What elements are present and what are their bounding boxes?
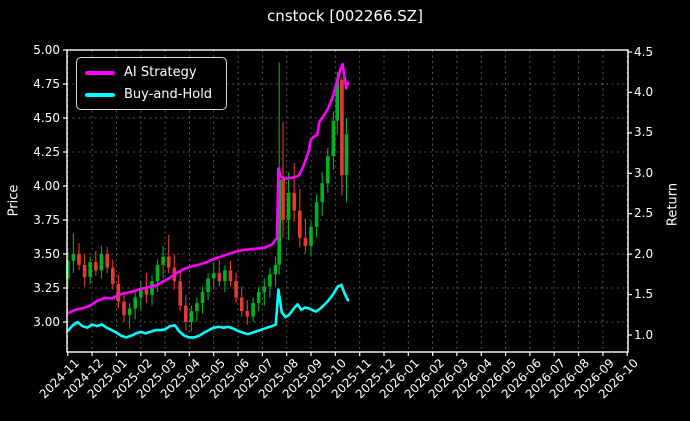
price-tick-label: 3.00: [33, 314, 60, 329]
legend-item-ai-strategy: AI Strategy: [85, 65, 212, 80]
ai-strategy-line-swatch: [85, 70, 115, 75]
legend: AI Strategy Buy-and-Hold: [76, 57, 228, 110]
return-tick-label: 2.5: [634, 206, 654, 221]
return-tick-label: 2.0: [634, 246, 654, 261]
legend-item-buy-and-hold: Buy-and-Hold: [85, 87, 212, 102]
buy-and-hold-line-swatch: [85, 92, 115, 97]
price-tick-label: 4.00: [33, 178, 60, 193]
buy-and-hold-line: [66, 283, 350, 339]
legend-label-buy-and-hold: Buy-and-Hold: [124, 87, 213, 102]
price-tick-label: 4.75: [33, 76, 60, 91]
price-tick-label: 5.00: [33, 42, 60, 57]
price-tick-label: 3.50: [33, 246, 60, 261]
return-tick-label: 1.0: [634, 327, 654, 342]
price-tick-label: 4.50: [33, 110, 60, 125]
return-tick-label: 3.0: [634, 165, 654, 180]
price-tick-label: 4.25: [33, 144, 60, 159]
return-axis-label: Return: [665, 182, 681, 227]
return-tick-label: 1.5: [634, 287, 654, 302]
legend-label-ai-strategy: AI Strategy: [124, 65, 197, 80]
candles: [66, 62, 349, 332]
return-tick-label: 3.5: [634, 125, 654, 140]
return-tick-label: 4.5: [634, 44, 654, 59]
price-tick-label: 3.25: [33, 280, 60, 295]
return-tick-label: 4.0: [634, 84, 654, 99]
ai-strategy-line: [66, 62, 350, 315]
chart-title: cnstock [002266.SZ]: [267, 7, 423, 25]
price-tick-label: 3.75: [33, 212, 60, 227]
